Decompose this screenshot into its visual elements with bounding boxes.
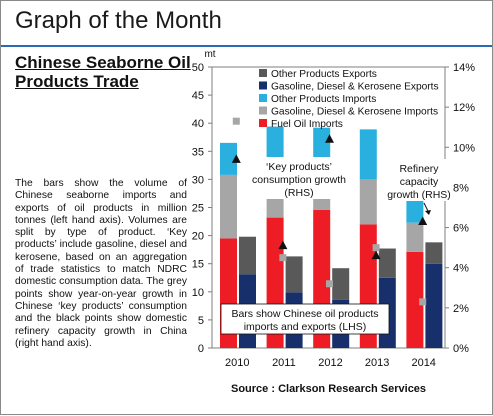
- right-axis-tick-label: 2%: [453, 303, 469, 315]
- x-axis-tick-label: 2012: [318, 357, 342, 369]
- right-axis-tick-label: 4%: [453, 263, 469, 275]
- x-axis-tick-label: 2014: [411, 357, 435, 369]
- refinery-annotation-text: capacity: [400, 176, 439, 188]
- legend-label: Fuel Oil Imports: [271, 119, 343, 130]
- legend-swatch: [259, 81, 267, 90]
- page-title: Graph of the Month: [15, 7, 222, 34]
- legend-swatch: [259, 69, 267, 77]
- left-axis-tick-label: 30: [192, 174, 204, 186]
- refinery-growth-point: [278, 240, 288, 250]
- x-axis-tick-label: 2010: [225, 357, 249, 369]
- legend-swatch: [259, 94, 267, 102]
- left-axis-tick-label: 40: [192, 118, 204, 130]
- bar-fuel-imports: [406, 251, 424, 348]
- left-axis-tick-label: 20: [192, 231, 204, 243]
- bar-gasoline-imports: [220, 174, 237, 239]
- left-axis-tick-label: 25: [192, 203, 204, 215]
- bar-other-exports: [285, 256, 303, 293]
- legend-swatch: [259, 119, 267, 127]
- left-axis-tick-label: 35: [192, 146, 204, 158]
- refinery-growth-point: [231, 154, 241, 163]
- legend-label: Gasoline, Diesel & Kerosene Exports: [271, 82, 439, 93]
- consumption-annotation-text: ‘Key products’: [266, 161, 332, 173]
- bars-annotation-box: [220, 303, 390, 335]
- chart-subtitle: Chinese Seaborne Oil Products Trade: [15, 53, 191, 91]
- bar-other-exports: [332, 268, 350, 300]
- consumption-growth-point: [279, 254, 287, 262]
- consumption-growth-point: [372, 244, 380, 252]
- left-axis-tick-label: 15: [192, 259, 204, 271]
- bar-gasoline-exports: [425, 263, 443, 348]
- left-axis-label: mt: [204, 49, 215, 60]
- right-axis-tick-label: 12%: [453, 102, 475, 114]
- left-axis-tick-label: 45: [192, 90, 204, 102]
- right-axis-tick-label: 0%: [453, 343, 469, 355]
- bar-other-imports: [220, 142, 237, 175]
- legend-label: Gasoline, Diesel & Kerosene Imports: [271, 107, 438, 118]
- header-rule: [1, 45, 492, 47]
- x-axis-tick-label: 2013: [365, 357, 389, 369]
- consumption-annotation-text: consumption growth: [252, 174, 346, 186]
- right-axis-tick-label: 14%: [453, 62, 475, 74]
- consumption-growth-point: [419, 298, 427, 306]
- bar-other-exports: [239, 236, 256, 275]
- bar-other-exports: [425, 242, 443, 264]
- left-axis-tick-label: 10: [192, 287, 204, 299]
- right-axis-tick-label: 10%: [453, 142, 475, 154]
- left-axis-tick-label: 50: [192, 62, 204, 74]
- refinery-annotation-text: Refinery: [399, 163, 439, 175]
- bar-gasoline-imports: [406, 222, 424, 252]
- bars-annotation-text: Bars show Chinese oil products: [231, 308, 378, 320]
- refinery-growth-point: [325, 134, 334, 143]
- left-axis-tick-label: 5: [198, 315, 204, 327]
- bars-annotation-text: imports and exports (LHS): [244, 321, 367, 333]
- legend-label: Other Products Exports: [271, 69, 377, 80]
- refinery-annotation-arrowhead: [425, 210, 431, 215]
- legend-label: Other Products Imports: [271, 94, 376, 105]
- x-axis-tick-label: 2011: [272, 357, 296, 369]
- refinery-annotation-arrow: [423, 202, 429, 212]
- consumption-annotation-text: (RHS): [284, 187, 313, 199]
- refinery-annotation-text: growth (RHS): [387, 189, 451, 201]
- bar-other-exports: [378, 248, 396, 278]
- consumption-growth-point: [232, 117, 240, 125]
- refinery-growth-point: [418, 216, 428, 226]
- bar-other-imports: [359, 129, 377, 180]
- consumption-annotation-box: [251, 157, 349, 199]
- bar-gasoline-imports: [359, 179, 377, 225]
- right-axis-tick-label: 8%: [453, 182, 469, 194]
- source-note: Source : Clarkson Research Services: [231, 383, 427, 395]
- refinery-annotation-box: [387, 159, 451, 201]
- legend-swatch: [259, 106, 267, 115]
- refinery-growth-point: [371, 250, 381, 260]
- left-axis-tick-label: 0: [198, 343, 204, 355]
- right-axis-tick-label: 6%: [453, 223, 469, 235]
- chart-description: The bars show the volume of Chinese seab…: [15, 178, 187, 349]
- consumption-growth-point: [326, 280, 333, 288]
